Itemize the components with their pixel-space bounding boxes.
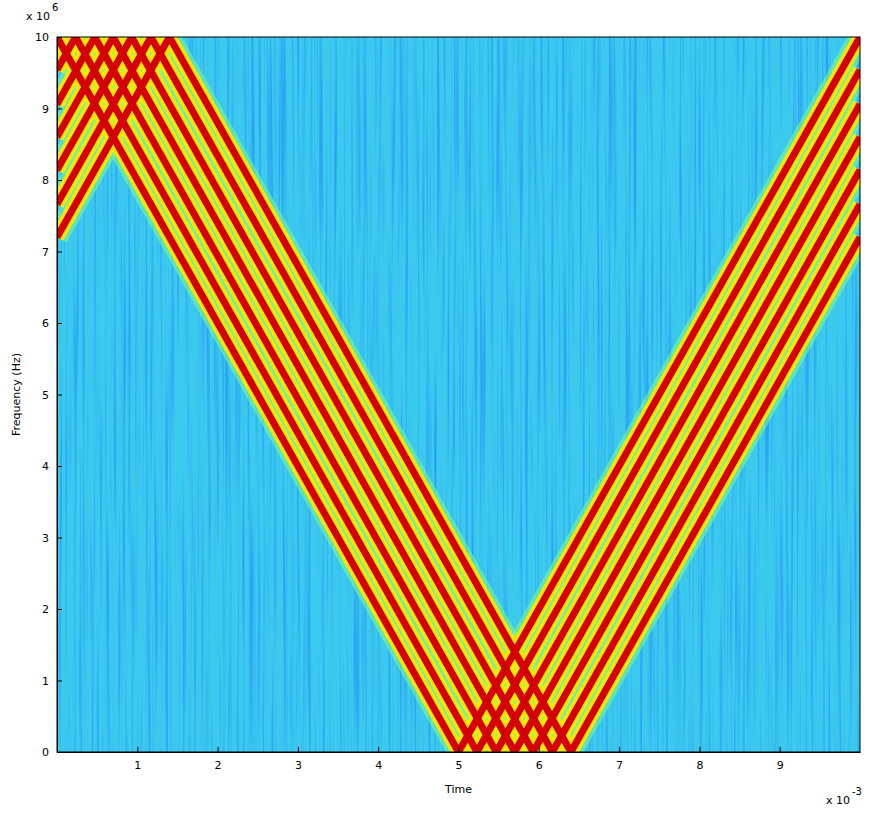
y-tick-mark: [57, 681, 62, 682]
x-tick-label: 3: [295, 759, 302, 772]
ridge-halo: [57, 37, 860, 752]
y-tick-label: 0: [42, 746, 49, 759]
noise-texture: [57, 37, 860, 752]
y-tick: 4: [42, 460, 62, 473]
y-tick-label: 10: [35, 31, 49, 44]
x-tick: 2: [215, 747, 222, 772]
ridge-halo: [57, 37, 860, 752]
y-axis-title: Frequency (Hz): [10, 353, 23, 436]
ridge-halo: [57, 37, 860, 752]
x-tick-label: 8: [696, 759, 703, 772]
y-tick-label: 3: [42, 532, 49, 545]
ridge-line: [57, 37, 860, 752]
ridge-glow: [57, 37, 860, 752]
ridge-halo: [57, 37, 860, 752]
y-tick-label: 9: [42, 103, 49, 116]
x-tick: 5: [456, 747, 463, 772]
ridge-glow: [57, 37, 860, 752]
y-axis: 0 1 2 3 4 5 6 7 8 9 10: [35, 31, 62, 759]
x-tick-mark: [619, 747, 620, 752]
ridge-glow: [57, 37, 860, 752]
y-tick-mark: [57, 109, 62, 110]
ridge-glow: [57, 37, 860, 752]
y-tick-label: 7: [42, 246, 49, 259]
plot-frame: [57, 37, 860, 752]
y-tick-mark: [57, 37, 62, 38]
y-tick: 2: [42, 603, 62, 616]
ridge-line: [57, 37, 860, 752]
x-tick-label: 7: [616, 759, 623, 772]
y-tick: 3: [42, 532, 62, 545]
x-tick-label: 4: [375, 759, 382, 772]
background: [57, 37, 860, 752]
y-tick: 1: [42, 675, 62, 688]
y-tick-label: 2: [42, 603, 49, 616]
plot-background: [57, 37, 860, 752]
y-tick: 7: [42, 246, 62, 259]
x-axis: 1 2 3 4 5 6 7 8 9: [58, 747, 861, 772]
y-exponent: 6: [52, 2, 58, 13]
y-tick-label: 6: [42, 317, 49, 330]
x-multiplier: x 10: [826, 794, 850, 807]
x-tick-mark: [780, 747, 781, 752]
ridge-glow: [57, 37, 860, 752]
x-tick-label: 2: [215, 759, 222, 772]
marks: [57, 37, 860, 752]
x-tick: 9: [777, 747, 784, 772]
ridge-halo: [57, 37, 860, 752]
x-tick-mark: [378, 747, 379, 752]
ridge-glow: [57, 37, 860, 752]
x-tick-mark: [298, 747, 299, 752]
ridge-glow: [57, 37, 860, 752]
ridge-line: [57, 37, 860, 752]
y-tick-label: 8: [42, 174, 49, 187]
x-tick-label: 1: [134, 759, 141, 772]
y-multiplier: x 10: [26, 10, 50, 23]
y-tick-mark: [57, 609, 62, 610]
x-tick: 7: [616, 747, 623, 772]
x-tick-label: 9: [777, 759, 784, 772]
y-tick-mark: [57, 395, 62, 396]
y-tick-label: 4: [42, 460, 49, 473]
y-tick-mark: [57, 180, 62, 181]
y-tick-label: 1: [42, 675, 49, 688]
x-tick: 1: [134, 747, 141, 772]
x-tick-mark: [137, 747, 138, 752]
y-tick: 9: [42, 103, 62, 116]
x-tick: 3: [295, 747, 302, 772]
y-tick-mark: [57, 752, 62, 753]
x-axis-title: Time: [444, 783, 472, 796]
y-tick: 6: [42, 317, 62, 330]
ridge-line: [57, 37, 860, 752]
y-tick-mark: [57, 538, 62, 539]
y-tick-mark: [57, 323, 62, 324]
x-axis-line: [58, 752, 861, 753]
y-tick: 5: [42, 389, 62, 402]
ridge-line: [57, 37, 860, 752]
y-tick: 8: [42, 174, 62, 187]
ridge-halo: [57, 37, 860, 752]
x-tick-mark: [459, 747, 460, 752]
x-tick-label: 6: [536, 759, 543, 772]
x-tick: 4: [375, 747, 382, 772]
y-tick-mark: [57, 466, 62, 467]
y-tick: 10: [35, 31, 62, 44]
x-tick-mark: [539, 747, 540, 752]
x-tick-mark: [699, 747, 700, 752]
x-tick: 8: [696, 747, 703, 772]
ridge-line: [57, 37, 860, 752]
ridge-line: [57, 37, 860, 752]
y-tick-mark: [57, 252, 62, 253]
y-tick-label: 5: [42, 389, 49, 402]
x-tick-label: 5: [456, 759, 463, 772]
x-tick: 6: [536, 747, 543, 772]
ridge-halo: [57, 37, 860, 752]
x-exponent: -3: [852, 786, 862, 797]
x-tick-mark: [218, 747, 219, 752]
chart: 1 2 3 4 5 6 7 8 9 0 1 2 3 4 5 6 7 8 9 10 Time Frequency (Hz) x…: [0, 0, 877, 817]
y-tick: 0: [42, 746, 62, 759]
